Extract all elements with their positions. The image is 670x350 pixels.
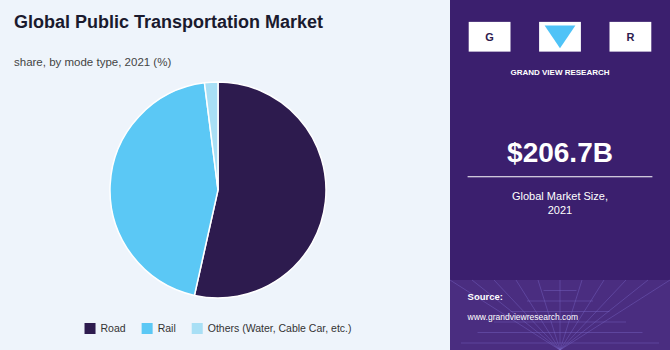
legend-item: Road <box>85 322 126 334</box>
grid-rung <box>544 290 577 291</box>
logo-box <box>539 22 581 52</box>
legend-label: Rail <box>158 322 176 334</box>
market-label: Global Market Size,2021 <box>512 190 608 215</box>
pie <box>110 82 326 298</box>
legend-item: Others (Water, Cable Car, etc.) <box>192 322 352 334</box>
decorative-grid <box>450 280 670 350</box>
logo-letter: G <box>485 31 494 43</box>
chart: Global Public Transportation Market share… <box>0 0 670 350</box>
side-panel: G R GRAND VIEW RESEARCH $206.7B Global Marke… <box>450 0 670 350</box>
source-label: Source: <box>468 290 503 301</box>
panel-background <box>450 0 670 350</box>
subtitle: share, by mode type, 2021 (%) <box>14 56 171 68</box>
brand-name: GRAND VIEW RESEARCH <box>510 67 609 76</box>
divider <box>468 176 653 177</box>
grid-rung <box>461 343 659 344</box>
legend-label: Road <box>101 322 126 334</box>
pie-slice <box>110 83 218 296</box>
background <box>0 0 670 350</box>
legend-swatch <box>192 323 203 334</box>
source-url: www.grandviewresearch.com <box>467 312 579 322</box>
grid-background <box>450 280 670 350</box>
logo-letter: R <box>626 31 634 43</box>
legend-label: Others (Water, Cable Car, etc.) <box>208 322 352 334</box>
title: Global Public Transportation Market <box>14 12 323 32</box>
market-size: $206.7B <box>507 137 613 168</box>
logo-box <box>610 22 652 52</box>
pie-slice <box>204 82 218 190</box>
grid-rung <box>527 301 593 302</box>
legend-swatch <box>142 323 153 334</box>
legend-swatch <box>85 323 96 334</box>
logo-box <box>469 22 511 52</box>
legend-item: Rail <box>142 322 176 334</box>
legend: Road Rail Others (Water, Cable Car, etc.) <box>85 322 352 334</box>
grid-rung <box>478 332 643 333</box>
logo-triangle <box>545 25 576 48</box>
